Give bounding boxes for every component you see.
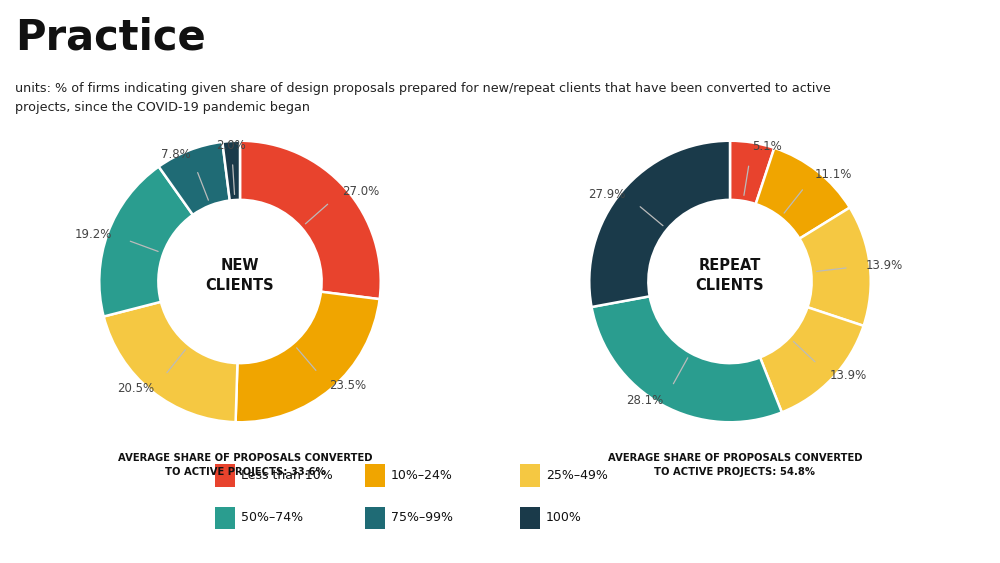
Text: 10%–24%: 10%–24% bbox=[391, 469, 453, 482]
Text: 25%–49%: 25%–49% bbox=[546, 469, 608, 482]
Text: 50%–74%: 50%–74% bbox=[241, 511, 303, 525]
Text: 5.1%: 5.1% bbox=[752, 140, 782, 153]
Text: 27.9%: 27.9% bbox=[588, 187, 625, 200]
Text: 23.5%: 23.5% bbox=[329, 379, 366, 392]
Wedge shape bbox=[592, 296, 782, 422]
Text: AVERAGE SHARE OF PROPOSALS CONVERTED
TO ACTIVE PROJECTS: 54.8%: AVERAGE SHARE OF PROPOSALS CONVERTED TO … bbox=[608, 453, 862, 477]
Text: REPEAT
CLIENTS: REPEAT CLIENTS bbox=[696, 258, 764, 293]
Text: 19.2%: 19.2% bbox=[74, 228, 112, 241]
Text: 7.8%: 7.8% bbox=[161, 148, 191, 161]
Text: 28.1%: 28.1% bbox=[627, 395, 664, 408]
Wedge shape bbox=[159, 142, 230, 215]
Wedge shape bbox=[730, 141, 774, 204]
Wedge shape bbox=[236, 292, 380, 422]
Text: 13.9%: 13.9% bbox=[866, 259, 903, 272]
Text: 13.9%: 13.9% bbox=[829, 369, 866, 382]
Text: 75%–99%: 75%–99% bbox=[391, 511, 453, 525]
Wedge shape bbox=[104, 302, 237, 422]
Text: Practice: Practice bbox=[15, 17, 206, 59]
Text: AVERAGE SHARE OF PROPOSALS CONVERTED
TO ACTIVE PROJECTS: 33.6%: AVERAGE SHARE OF PROPOSALS CONVERTED TO … bbox=[118, 453, 372, 477]
Wedge shape bbox=[589, 141, 730, 307]
Text: 20.5%: 20.5% bbox=[118, 382, 155, 395]
Text: 2.0%: 2.0% bbox=[217, 138, 246, 152]
Wedge shape bbox=[240, 141, 381, 299]
Text: units: % of firms indicating given share of design proposals prepared for new/re: units: % of firms indicating given share… bbox=[15, 82, 831, 114]
Wedge shape bbox=[760, 307, 864, 412]
Text: Less than 10%: Less than 10% bbox=[241, 469, 333, 482]
Wedge shape bbox=[99, 167, 193, 316]
Text: 27.0%: 27.0% bbox=[342, 185, 380, 198]
Text: NEW
CLIENTS: NEW CLIENTS bbox=[206, 258, 274, 293]
Wedge shape bbox=[222, 141, 240, 200]
Wedge shape bbox=[799, 208, 871, 326]
Text: 100%: 100% bbox=[546, 511, 582, 525]
Text: 11.1%: 11.1% bbox=[815, 168, 852, 181]
Wedge shape bbox=[756, 148, 850, 239]
